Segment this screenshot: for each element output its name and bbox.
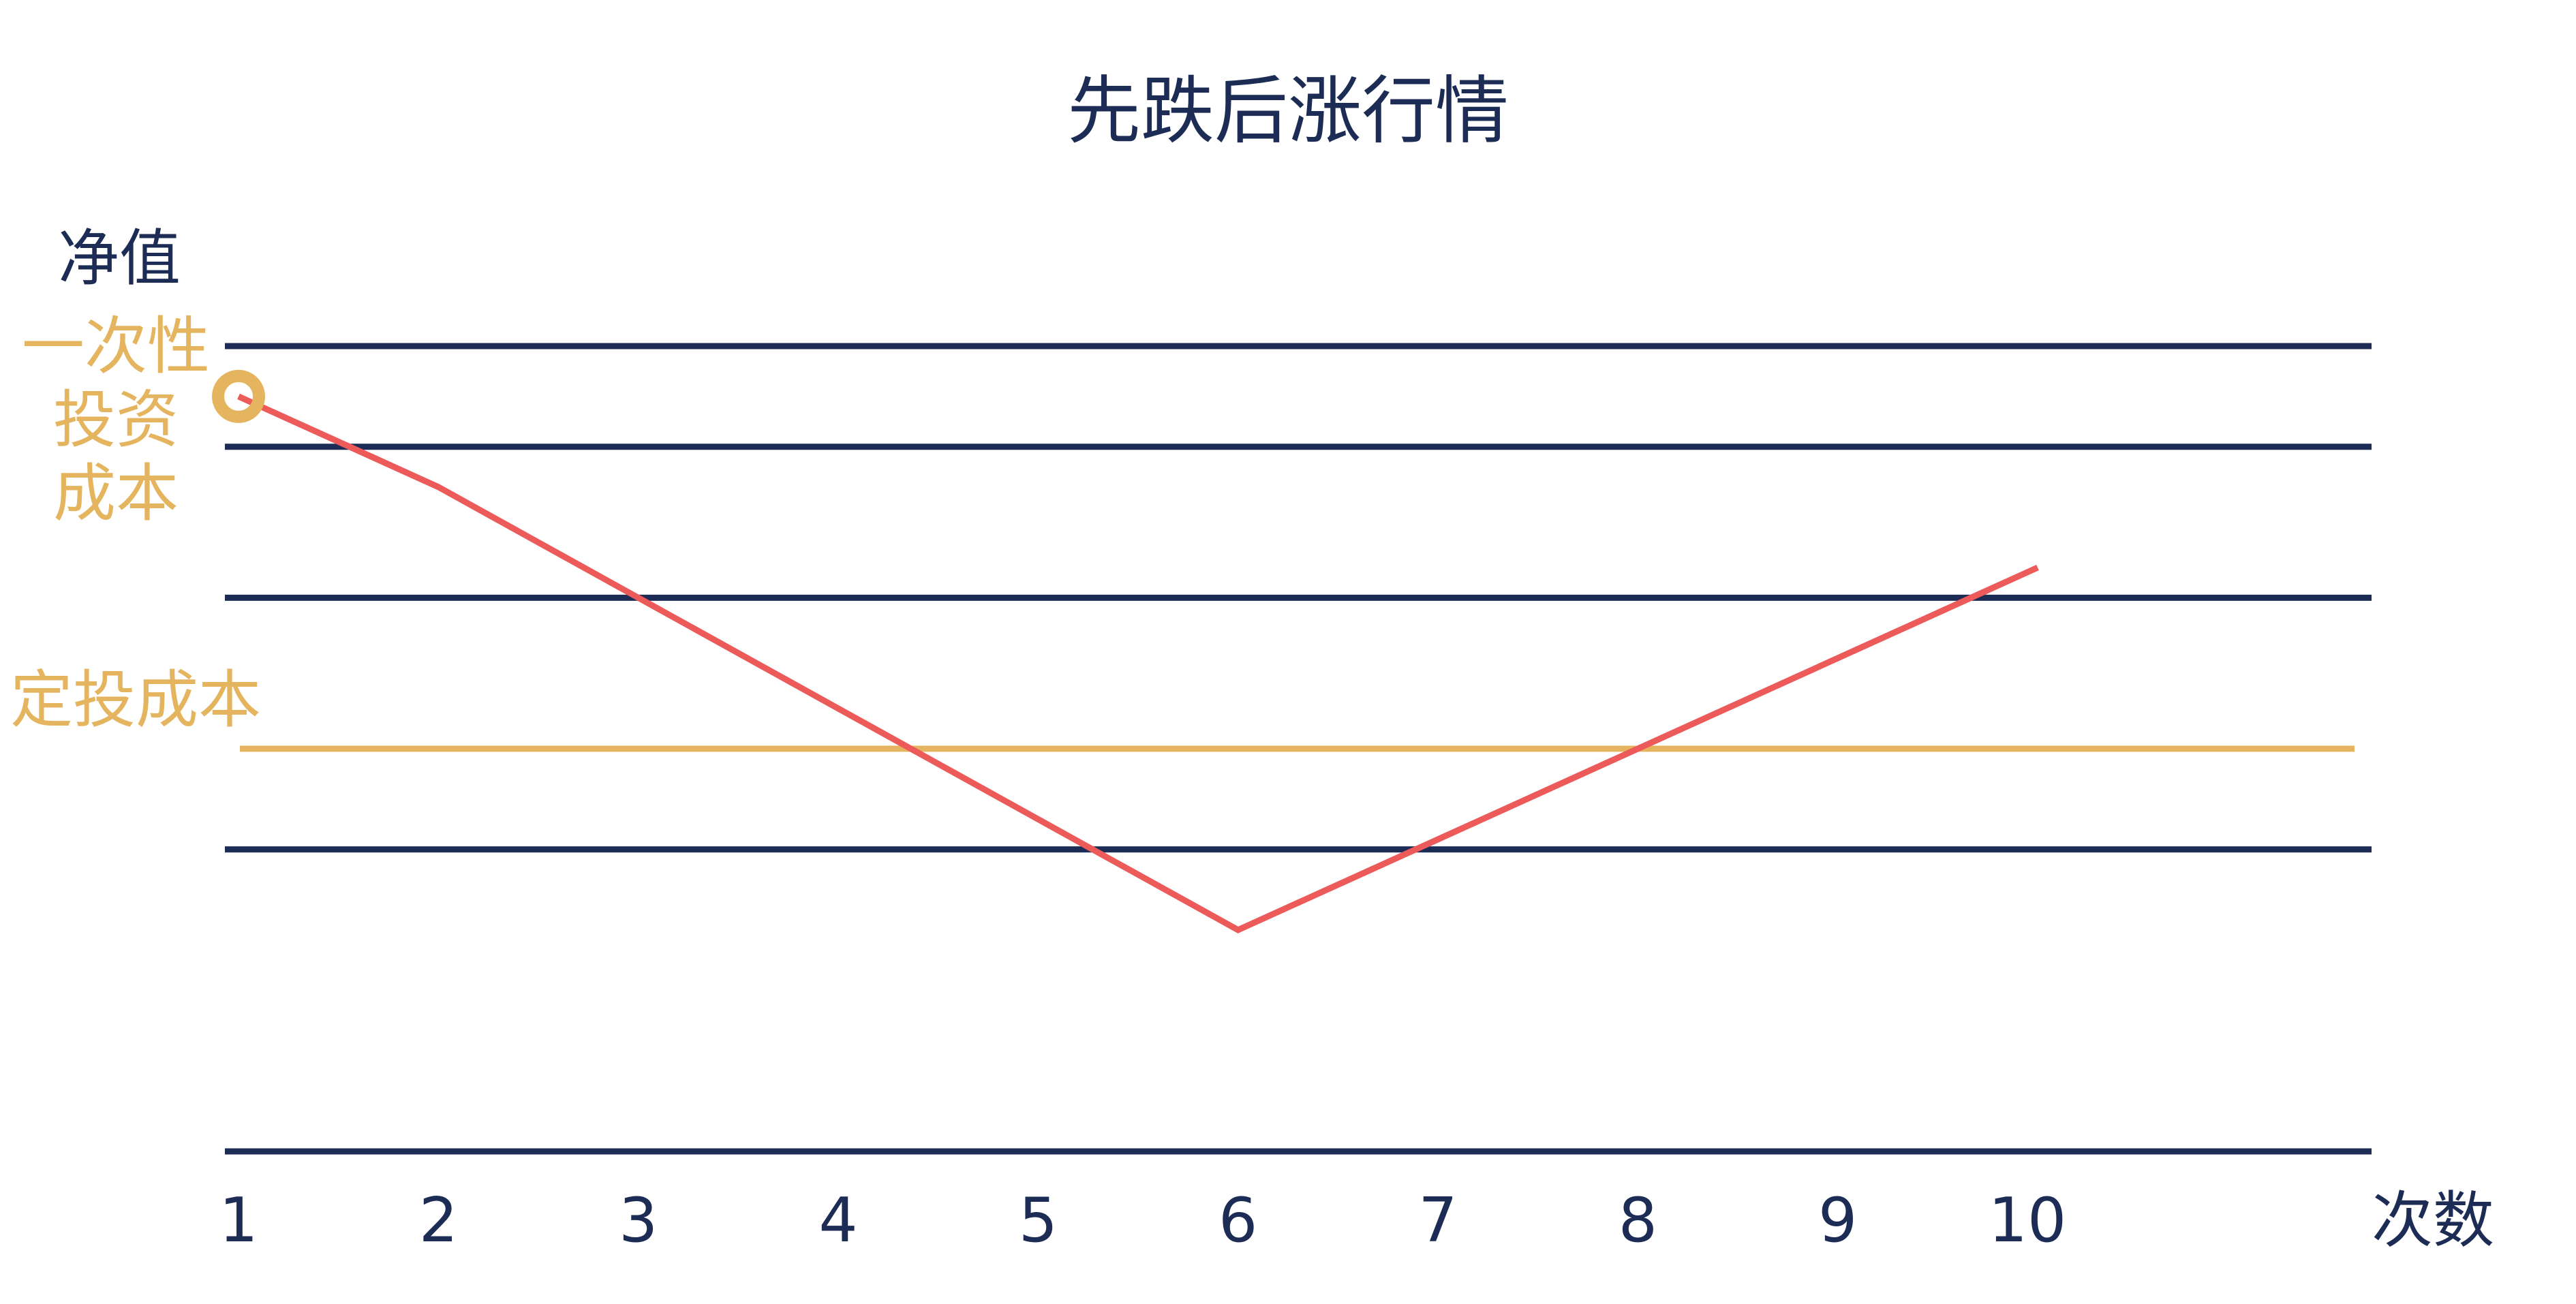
x-tick-label: 8 <box>1619 1185 1657 1256</box>
reference-marker <box>212 369 265 423</box>
x-tick-label: 2 <box>419 1185 458 1256</box>
x-tick-label: 4 <box>818 1185 857 1256</box>
series-line <box>237 393 2039 933</box>
x-tick-label: 10 <box>1989 1185 2067 1256</box>
x-tick-label: 1 <box>219 1185 258 1256</box>
x-tick-label: 5 <box>1019 1185 1058 1256</box>
x-tick-label: 6 <box>1218 1185 1257 1256</box>
x-tick-labels: 1 2 3 4 5 6 7 8 9 10 <box>219 1185 2066 1256</box>
x-tick-label: 3 <box>619 1185 658 1256</box>
x-axis-label: 次数 <box>2372 1185 2494 1256</box>
series <box>237 393 2039 933</box>
gridlines <box>225 343 2372 1155</box>
x-tick-label: 9 <box>1818 1185 1857 1256</box>
reference-label: 定投成本 <box>10 664 261 736</box>
x-tick-label: 7 <box>1418 1185 1457 1256</box>
y-axis-label: 净值 <box>58 223 181 294</box>
reference-label: 一次性投资成本 <box>22 310 210 530</box>
markers <box>212 369 265 423</box>
chart-title: 先跌后涨行情 <box>1067 69 1509 154</box>
